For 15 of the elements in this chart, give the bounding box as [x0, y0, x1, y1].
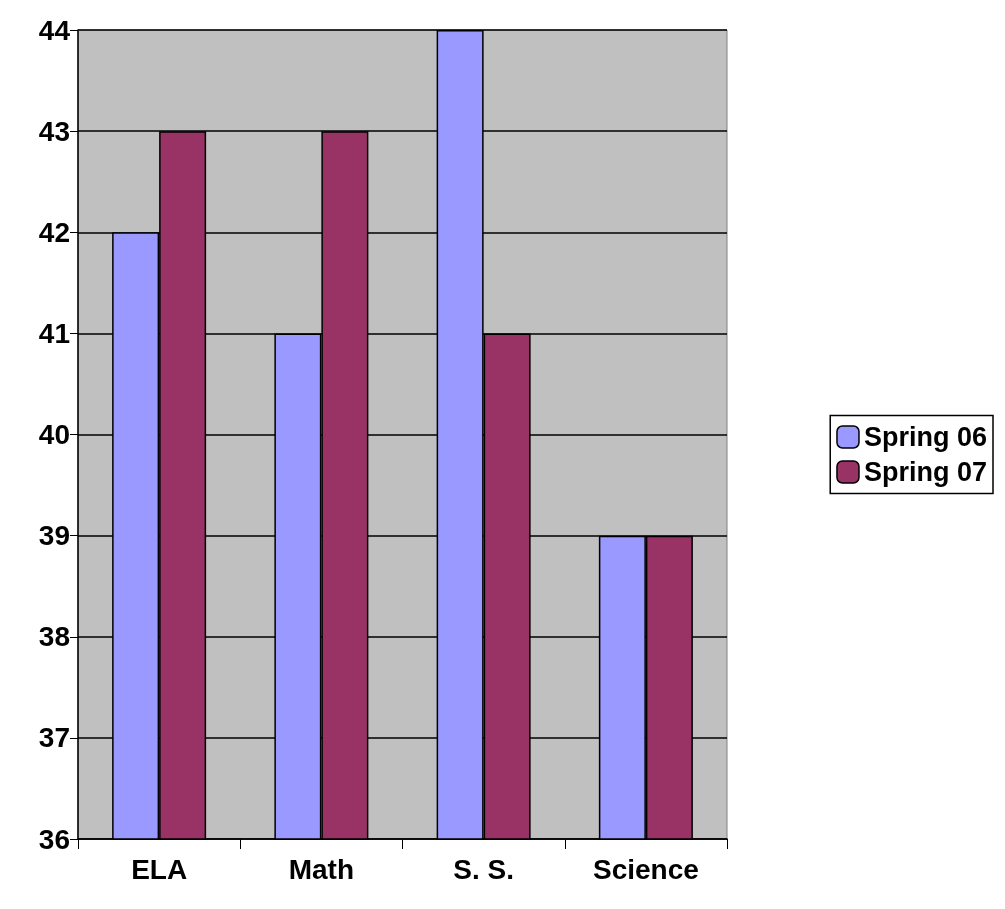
- y-tick-label: 36: [38, 823, 70, 855]
- y-tick-label: 40: [38, 419, 70, 450]
- y-tick-label: 41: [38, 317, 70, 349]
- y-tick-label: 42: [38, 216, 70, 248]
- x-tick-label: ELA: [131, 853, 188, 885]
- y-tick-label: 44: [38, 14, 71, 46]
- x-tick-label: Science: [592, 853, 699, 885]
- y-tick-label: 38: [38, 621, 70, 653]
- y-tick-label: 39: [38, 520, 70, 552]
- y-tick-label: 43: [38, 115, 70, 147]
- legend-label: Spring 06: [863, 422, 987, 452]
- x-tick-label: S. S.: [453, 853, 514, 885]
- x-tick-label: Math: [288, 853, 355, 885]
- y-tick-label: 37: [38, 722, 70, 754]
- legend-label: Spring 07: [863, 457, 987, 487]
